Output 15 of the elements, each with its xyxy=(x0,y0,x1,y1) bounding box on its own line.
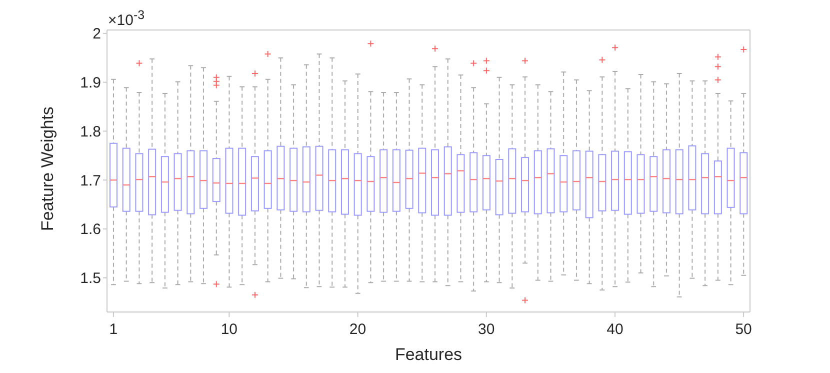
x-tick-label: 40 xyxy=(606,321,624,338)
y-tick-label: 1.9 xyxy=(80,74,101,92)
text: ×10$^{-3}$ xyxy=(108,8,145,29)
x-tick-label: 10 xyxy=(220,321,238,338)
x-tick-label: 30 xyxy=(478,321,495,338)
y-tick-label: 1.5 xyxy=(80,270,101,288)
x-tick-label: 20 xyxy=(349,321,366,338)
y-tick-label: 2 xyxy=(92,26,101,43)
x-tick-label: 50 xyxy=(735,321,752,338)
y-tick-label: 1.7 xyxy=(80,172,101,190)
x-tick-label: 1 xyxy=(109,321,118,338)
y-axis-title: Feature Weights xyxy=(38,106,58,231)
y-tick-label: 1.6 xyxy=(80,221,101,238)
x-axis-title: Features xyxy=(394,345,462,364)
y-tick-label: 1.8 xyxy=(80,123,101,140)
